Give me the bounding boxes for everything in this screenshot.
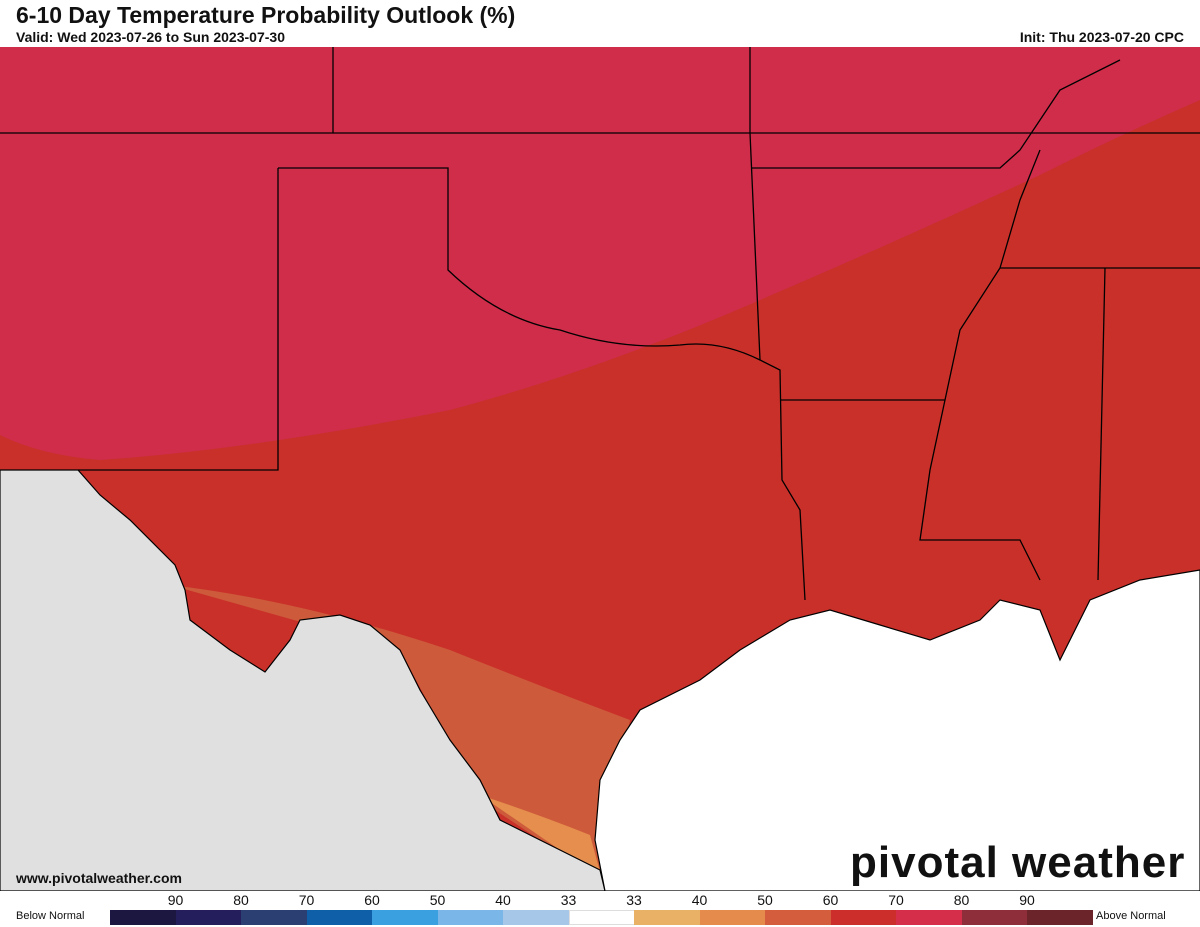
- legend-swatch: [503, 910, 569, 925]
- website-url: www.pivotalweather.com: [16, 870, 182, 886]
- mexico-no-data: [0, 469, 606, 891]
- legend-tick: 60: [364, 892, 380, 908]
- legend-tick: 33: [626, 892, 642, 908]
- pivotal-weather-logo: pivotal weather: [850, 838, 1186, 887]
- map-title: 6-10 Day Temperature Probability Outlook…: [16, 2, 516, 28]
- gulf-of-mexico: [594, 569, 1200, 891]
- legend-tick: 90: [167, 892, 184, 908]
- legend-swatch: [830, 910, 897, 925]
- legend-tick: 80: [953, 892, 970, 908]
- legend-swatch: [896, 910, 962, 925]
- outlook-map: [0, 47, 1200, 891]
- legend-tick: 80: [233, 892, 249, 908]
- legend-swatch: [437, 910, 504, 925]
- legend-swatch: [699, 910, 766, 925]
- region-above-70: [0, 47, 1200, 460]
- above-normal-label: Above Normal: [1096, 910, 1166, 922]
- legend-tick: 70: [298, 892, 315, 908]
- legend-swatch: [372, 910, 438, 925]
- legend-swatch: [765, 910, 831, 925]
- legend-tick: 70: [888, 892, 904, 908]
- legend-tick: 50: [429, 892, 446, 908]
- legend-swatch: [961, 910, 1028, 925]
- legend-tick: 50: [757, 892, 773, 908]
- legend-tick: 40: [495, 892, 511, 908]
- legend-tick: 90: [1019, 892, 1035, 908]
- region-above-50: [170, 585, 630, 880]
- valid-dates: Valid: Wed 2023-07-26 to Sun 2023-07-30: [16, 29, 285, 45]
- legend-tick: 60: [822, 892, 839, 908]
- legend-swatch: [306, 910, 373, 925]
- color-legend: Below Normal Above Normal 90 80 70 60 50 40 33…: [0, 891, 1200, 927]
- legend-tick: 33: [560, 892, 577, 908]
- legend-swatch: [175, 910, 242, 925]
- legend-swatch: [241, 910, 307, 925]
- legend-tick: 40: [691, 892, 708, 908]
- region-above-40: [480, 795, 605, 890]
- state-borders: [0, 47, 1200, 601]
- init-date: Init: Thu 2023-07-20 CPC: [1019, 29, 1184, 45]
- legend-swatch: [1027, 910, 1093, 925]
- below-normal-label: Below Normal: [16, 910, 85, 922]
- legend-swatch: [110, 910, 176, 925]
- legend-swatch: [634, 910, 700, 925]
- legend-swatch: [568, 910, 635, 925]
